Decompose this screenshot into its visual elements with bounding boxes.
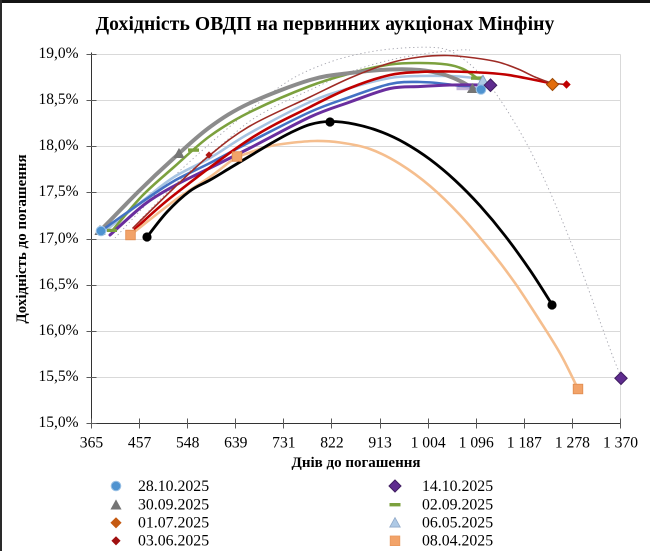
svg-text:Дохідність ОВДП на первинних а: Дохідність ОВДП на первинних аукціонах М… (96, 14, 555, 35)
svg-text:Дохідність до погашення: Дохідність до погашення (14, 154, 30, 323)
svg-text:548: 548 (176, 435, 200, 452)
svg-text:16,5%: 16,5% (38, 276, 78, 293)
svg-text:06.05.2025: 06.05.2025 (422, 515, 493, 532)
svg-text:15,5%: 15,5% (38, 368, 78, 385)
svg-text:18,0%: 18,0% (38, 137, 78, 154)
svg-text:1 004: 1 004 (411, 435, 446, 452)
svg-text:639: 639 (224, 435, 248, 452)
svg-text:Днів до погашення: Днів до погашення (292, 455, 421, 471)
svg-text:18,5%: 18,5% (38, 91, 78, 108)
svg-text:822: 822 (320, 435, 343, 452)
svg-text:17,5%: 17,5% (38, 183, 78, 200)
svg-text:03.06.2025: 03.06.2025 (138, 533, 209, 550)
svg-text:16,0%: 16,0% (38, 322, 78, 339)
svg-text:913: 913 (368, 435, 392, 452)
svg-text:1 096: 1 096 (459, 435, 494, 452)
svg-text:28.10.2025: 28.10.2025 (138, 478, 209, 495)
svg-text:17,0%: 17,0% (38, 230, 78, 247)
svg-text:365: 365 (80, 435, 104, 452)
svg-text:01.07.2025: 01.07.2025 (138, 515, 209, 532)
svg-text:08.04.2025: 08.04.2025 (422, 533, 493, 550)
svg-text:30.09.2025: 30.09.2025 (138, 496, 209, 513)
svg-text:1 370: 1 370 (603, 435, 638, 452)
svg-text:1 278: 1 278 (555, 435, 590, 452)
svg-text:02.09.2025: 02.09.2025 (422, 496, 493, 513)
svg-text:19,0%: 19,0% (38, 45, 78, 62)
svg-text:731: 731 (272, 435, 295, 452)
svg-text:15,0%: 15,0% (38, 414, 78, 431)
svg-text:457: 457 (128, 435, 152, 452)
svg-text:1 187: 1 187 (507, 435, 542, 452)
svg-text:14.10.2025: 14.10.2025 (422, 478, 493, 495)
